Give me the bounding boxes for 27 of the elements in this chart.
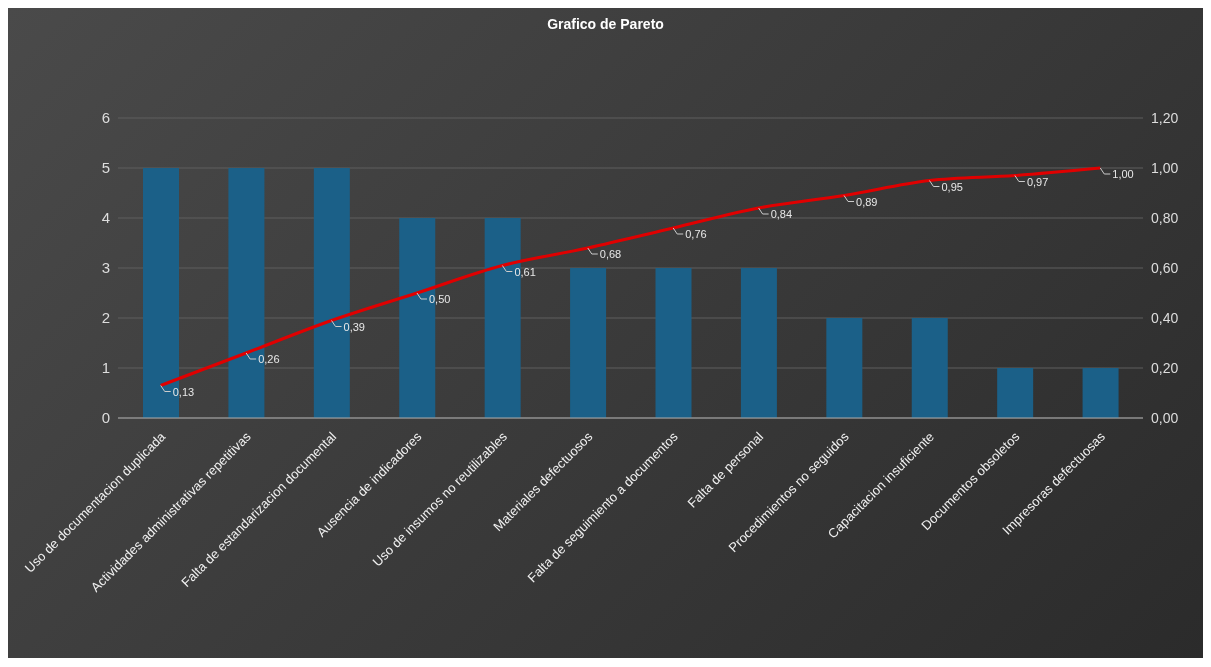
data-label: 0,50: [428, 293, 451, 305]
data-label: 0,61: [514, 265, 536, 278]
y2-tick-label: 1,00: [1151, 159, 1179, 176]
y-tick-label: 5: [101, 159, 110, 176]
data-label: 0,84: [770, 208, 793, 220]
data-label: 0,13: [172, 385, 195, 398]
y-tick-label: 6: [101, 109, 110, 126]
y2-tick-label: 0,40: [1151, 309, 1179, 326]
y2-tick-label: 1,20: [1151, 109, 1179, 126]
chart-title: Grafico de Pareto: [546, 16, 665, 32]
data-label: 0,26: [258, 353, 280, 365]
y2-tick-label: 0,60: [1151, 259, 1179, 276]
y2-tick-label: 0,20: [1151, 359, 1179, 376]
data-label: 0,39: [343, 320, 365, 333]
data-label: 0,89: [856, 195, 878, 208]
y2-tick-label: 0,00: [1151, 409, 1179, 426]
data-label: 0,76: [685, 228, 707, 240]
data-label: 0,97: [1026, 175, 1049, 188]
data-label: 0,68: [599, 248, 622, 260]
y2-tick-label: 0,80: [1151, 209, 1179, 226]
y-tick-label: 2: [101, 309, 110, 326]
y-tick-label: 3: [101, 259, 110, 276]
data-label: 1,00: [1112, 168, 1134, 180]
data-label: 0,95: [941, 180, 963, 193]
y-tick-label: 0: [101, 409, 110, 426]
y-tick-label: 1: [101, 359, 110, 376]
y-tick-label: 4: [101, 209, 110, 226]
